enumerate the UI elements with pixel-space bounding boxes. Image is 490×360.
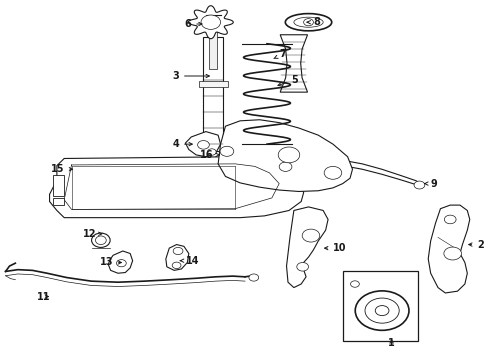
Polygon shape xyxy=(287,207,328,288)
Circle shape xyxy=(220,146,234,156)
Text: 12: 12 xyxy=(82,229,102,239)
Bar xyxy=(53,198,64,205)
Text: 11: 11 xyxy=(37,292,51,302)
Circle shape xyxy=(324,166,342,179)
Text: 2: 2 xyxy=(469,239,484,249)
Polygon shape xyxy=(166,244,189,270)
Polygon shape xyxy=(188,6,233,39)
Circle shape xyxy=(117,260,126,267)
Circle shape xyxy=(172,262,181,269)
Text: 6: 6 xyxy=(185,19,202,29)
Polygon shape xyxy=(280,35,308,92)
Text: 13: 13 xyxy=(99,257,122,267)
Circle shape xyxy=(173,247,183,255)
Text: 15: 15 xyxy=(50,164,73,174)
Circle shape xyxy=(355,291,409,330)
Text: 9: 9 xyxy=(425,179,438,189)
Circle shape xyxy=(444,247,462,260)
Circle shape xyxy=(249,274,259,281)
Circle shape xyxy=(350,281,359,287)
Circle shape xyxy=(302,229,320,242)
Circle shape xyxy=(375,306,389,316)
Text: 5: 5 xyxy=(278,75,298,86)
Text: 3: 3 xyxy=(172,71,209,81)
Bar xyxy=(343,271,418,341)
Circle shape xyxy=(304,19,314,26)
Circle shape xyxy=(444,215,456,224)
Polygon shape xyxy=(284,158,421,186)
Circle shape xyxy=(207,149,216,155)
Bar xyxy=(203,37,223,151)
Bar xyxy=(53,175,64,196)
Circle shape xyxy=(279,162,292,171)
Bar xyxy=(209,26,217,69)
Circle shape xyxy=(365,298,399,323)
Text: 7: 7 xyxy=(274,49,286,59)
Polygon shape xyxy=(49,157,304,218)
Text: 1: 1 xyxy=(388,338,395,348)
Ellipse shape xyxy=(285,14,332,31)
Ellipse shape xyxy=(294,17,323,27)
Polygon shape xyxy=(185,132,220,157)
Text: 4: 4 xyxy=(172,139,192,149)
Circle shape xyxy=(201,15,220,30)
Text: 16: 16 xyxy=(200,150,219,160)
Circle shape xyxy=(278,147,300,163)
Polygon shape xyxy=(108,251,133,273)
Circle shape xyxy=(414,181,425,189)
Polygon shape xyxy=(428,205,470,293)
Text: 10: 10 xyxy=(324,243,346,253)
Text: 8: 8 xyxy=(307,17,320,27)
Circle shape xyxy=(197,140,209,149)
Ellipse shape xyxy=(96,236,106,244)
Text: 14: 14 xyxy=(180,256,200,266)
Bar xyxy=(198,81,228,87)
Polygon shape xyxy=(218,120,352,192)
Circle shape xyxy=(297,262,309,271)
Ellipse shape xyxy=(92,233,110,247)
